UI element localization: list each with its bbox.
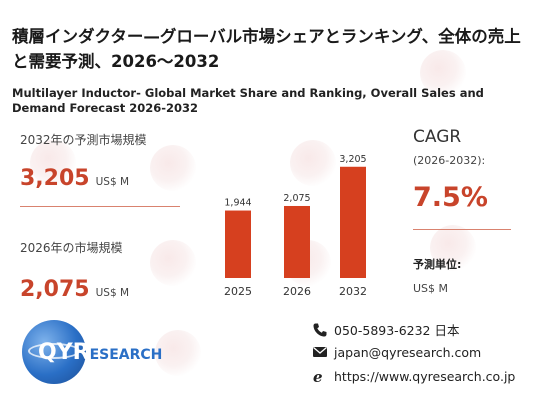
watermark-logo — [30, 140, 76, 186]
cagr-period: (2026-2032): — [413, 154, 486, 167]
current-size-number: 2,075 — [20, 277, 90, 302]
forecast-size-number: 3,205 — [20, 166, 90, 191]
x-tick-label: 2026 — [283, 285, 311, 298]
x-tick-label: 2025 — [224, 285, 252, 298]
watermark-logo — [430, 225, 476, 271]
x-tick-label: 2032 — [339, 285, 367, 298]
page-subtitle: Multilayer Inductor- Global Market Share… — [12, 86, 484, 115]
watermark-logo — [290, 140, 336, 186]
website-link[interactable]: https://www.qyresearch.co.jp — [334, 368, 516, 384]
divider — [20, 206, 180, 207]
watermark-logo — [150, 145, 196, 191]
phone-icon — [313, 323, 327, 336]
page-title: 積層インダクター—グローバル市場シェアとランキング、全体の売上と需要予測、202… — [12, 27, 521, 71]
bar-2026 — [284, 205, 310, 278]
logo-text: Q YR ESEARCH — [38, 340, 162, 365]
contact-email: japan@qyresearch.com — [312, 344, 481, 360]
logo-rest: ESEARCH — [89, 347, 163, 363]
market-size-bar-chart: 1,944 2025 2,075 2026 3,205 2032 — [224, 154, 367, 298]
forecast-size-label: 2032年の予測市場規模 — [20, 133, 147, 147]
cagr-value: 7.5% — [413, 182, 488, 213]
phone-number: 050-5893-6232 日本 — [334, 323, 460, 338]
forecast-unit-label: 予測単位: — [413, 258, 462, 271]
browser-icon: e — [313, 368, 323, 384]
qyresearch-logo: Q YR ESEARCH — [22, 320, 162, 384]
bar-value-label: 3,205 — [339, 154, 366, 165]
forecast-unit-value: US$ M — [413, 282, 449, 295]
watermark-logo — [155, 330, 201, 376]
divider — [413, 229, 511, 230]
forecast-size-unit: US$ M — [95, 176, 130, 188]
current-size-label: 2026年の市場規模 — [20, 241, 123, 255]
bar-value-label: 1,944 — [224, 198, 251, 209]
current-size-value: 2,075 US$ M — [20, 277, 129, 302]
email-link[interactable]: japan@qyresearch.com — [334, 344, 482, 360]
contact-website: e https://www.qyresearch.co.jp — [312, 368, 515, 384]
watermark-logo — [420, 50, 466, 96]
bar-value-label: 2,075 — [283, 193, 310, 204]
cagr-title: CAGR — [413, 127, 462, 147]
svg-text:e: e — [313, 368, 323, 384]
watermark-logo — [150, 240, 196, 286]
orbit-ring — [28, 343, 80, 359]
mail-icon — [313, 347, 327, 357]
bar-2032 — [340, 166, 366, 278]
logo-initial: Q — [38, 340, 57, 365]
logo-initial-2: YR — [56, 340, 90, 365]
bar-2025 — [225, 210, 251, 278]
contact-phone: 050-5893-6232 日本 — [312, 320, 459, 339]
current-size-unit: US$ M — [95, 287, 130, 299]
forecast-size-value: 3,205 US$ M — [20, 166, 129, 191]
